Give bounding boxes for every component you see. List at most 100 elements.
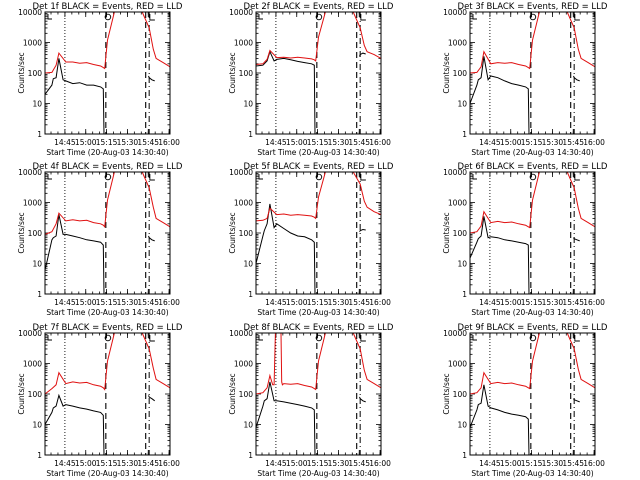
series-line-lld (45, 172, 170, 235)
x-tick-label: 15:30 (117, 298, 139, 307)
x-tick-label: 15:45 (137, 459, 159, 468)
y-tick-label: 100 (239, 69, 254, 78)
x-axis-label: Start Time (20-Aug-03 14:30:40) (471, 308, 593, 317)
x-axis-label: Start Time (20-Aug-03 14:30:40) (257, 148, 379, 157)
y-tick-label: 10 (32, 100, 42, 109)
x-tick-label: 14:45 (265, 459, 287, 468)
x-tick-label: 15:15 (521, 298, 543, 307)
panel-title: Det 8f BLACK = Events, RED = LLD (244, 323, 394, 333)
y-tick-label: 1 (37, 290, 42, 299)
y-tick-label: 10000 (443, 8, 467, 17)
x-tick-label: 15:15 (96, 459, 118, 468)
y-tick-label: 1000 (448, 360, 467, 369)
x-tick-label: 15:00 (286, 459, 308, 468)
plot-frame (255, 11, 382, 135)
y-tick-label: 100 (453, 229, 468, 238)
plot-frame (44, 11, 171, 135)
x-tick-label: 15:00 (500, 298, 522, 307)
panel-title: Det 9f BLACK = Events, RED = LLD (458, 323, 608, 333)
event-marker (529, 334, 537, 342)
y-tick-label: 10000 (18, 8, 42, 17)
x-tick-label: 16:00 (158, 459, 180, 468)
y-tick-label: 10 (32, 421, 42, 430)
panel-title: Det 1f BLACK = Events, RED = LLD (33, 2, 183, 12)
x-tick-label: 16:00 (158, 138, 180, 147)
x-axis-label: Start Time (20-Aug-03 14:30:40) (471, 148, 593, 157)
plot-frame (469, 171, 596, 295)
series-line-events (256, 50, 316, 134)
y-tick-label: 1000 (234, 360, 253, 369)
x-tick-label: 14:45 (54, 298, 76, 307)
x-tick-label: 15:45 (348, 459, 370, 468)
y-tick-label: 1000 (23, 199, 42, 208)
plot-frame (44, 332, 171, 456)
series-line-events (148, 395, 155, 402)
y-tick-label: 100 (239, 390, 254, 399)
x-tick-label: 15:15 (307, 459, 329, 468)
y-tick-label: 10 (243, 100, 253, 109)
event-marker (258, 335, 263, 341)
series-line-lld (470, 12, 595, 74)
x-tick-label: 15:45 (348, 298, 370, 307)
detector-panel: Det 7f BLACK = Events, RED = LLD 1 10 100 10… (17, 323, 183, 478)
x-tick-label: 15:30 (542, 459, 564, 468)
event-marker (529, 173, 537, 181)
x-tick-label: 16:00 (583, 459, 605, 468)
x-tick-label: 16:00 (369, 138, 391, 147)
series-line-lld (470, 172, 595, 234)
x-tick-label: 14:45 (479, 459, 501, 468)
detector-panel: Det 3f BLACK = Events, RED = LLD 1 10 100 10… (442, 2, 608, 157)
series-line-lld (256, 12, 381, 65)
panel-title: Det 2f BLACK = Events, RED = LLD (244, 2, 394, 12)
x-tick-label: 15:15 (307, 138, 329, 147)
series-line-events (148, 235, 155, 242)
series-line-lld (256, 333, 381, 395)
series-line-events (573, 75, 580, 82)
event-marker (47, 174, 52, 180)
x-axis-label: Start Time (20-Aug-03 14:30:40) (46, 308, 168, 317)
y-tick-label: 1000 (448, 39, 467, 48)
x-tick-label: 14:45 (265, 138, 287, 147)
x-axis-label: Start Time (20-Aug-03 14:30:40) (257, 469, 379, 478)
series-line-events (470, 384, 530, 455)
y-tick-label: 1000 (23, 360, 42, 369)
x-tick-label: 15:30 (328, 459, 350, 468)
x-axis-label: Start Time (20-Aug-03 14:30:40) (46, 469, 168, 478)
x-tick-label: 15:30 (542, 298, 564, 307)
series-line-events (573, 398, 580, 403)
y-tick-label: 1 (37, 451, 42, 460)
series-line-events (45, 393, 105, 455)
x-tick-label: 16:00 (369, 298, 391, 307)
x-tick-label: 15:45 (562, 138, 584, 147)
series-line-events (359, 52, 366, 57)
x-tick-label: 15:00 (75, 298, 97, 307)
series-line-events (148, 75, 155, 82)
x-tick-label: 14:45 (479, 138, 501, 147)
series-line-events (470, 56, 530, 134)
x-tick-label: 15:15 (521, 459, 543, 468)
event-marker (472, 335, 477, 341)
event-marker (574, 335, 580, 342)
y-tick-label: 1000 (234, 39, 253, 48)
x-tick-label: 14:45 (479, 298, 501, 307)
event-marker (360, 174, 366, 181)
plot-frame (469, 332, 596, 456)
x-tick-label: 16:00 (158, 298, 180, 307)
x-tick-label: 15:15 (307, 298, 329, 307)
y-axis-label: Counts/sec (228, 52, 237, 93)
plot-frame (255, 332, 382, 456)
x-tick-label: 15:00 (500, 459, 522, 468)
panel-title: Det 4f BLACK = Events, RED = LLD (33, 162, 183, 172)
y-axis-label: Counts/sec (17, 52, 26, 93)
event-marker (315, 13, 323, 21)
y-tick-label: 1 (462, 451, 467, 460)
event-marker (47, 335, 52, 341)
y-tick-label: 1 (248, 290, 253, 299)
x-tick-label: 15:15 (96, 138, 118, 147)
x-tick-label: 14:45 (265, 298, 287, 307)
detector-panel: Det 5f BLACK = Events, RED = LLD 1 10 100 10… (228, 162, 394, 317)
x-tick-label: 15:30 (117, 138, 139, 147)
detector-panel: Det 8f BLACK = Events, RED = LLD 1 10 100 10… (228, 323, 394, 478)
